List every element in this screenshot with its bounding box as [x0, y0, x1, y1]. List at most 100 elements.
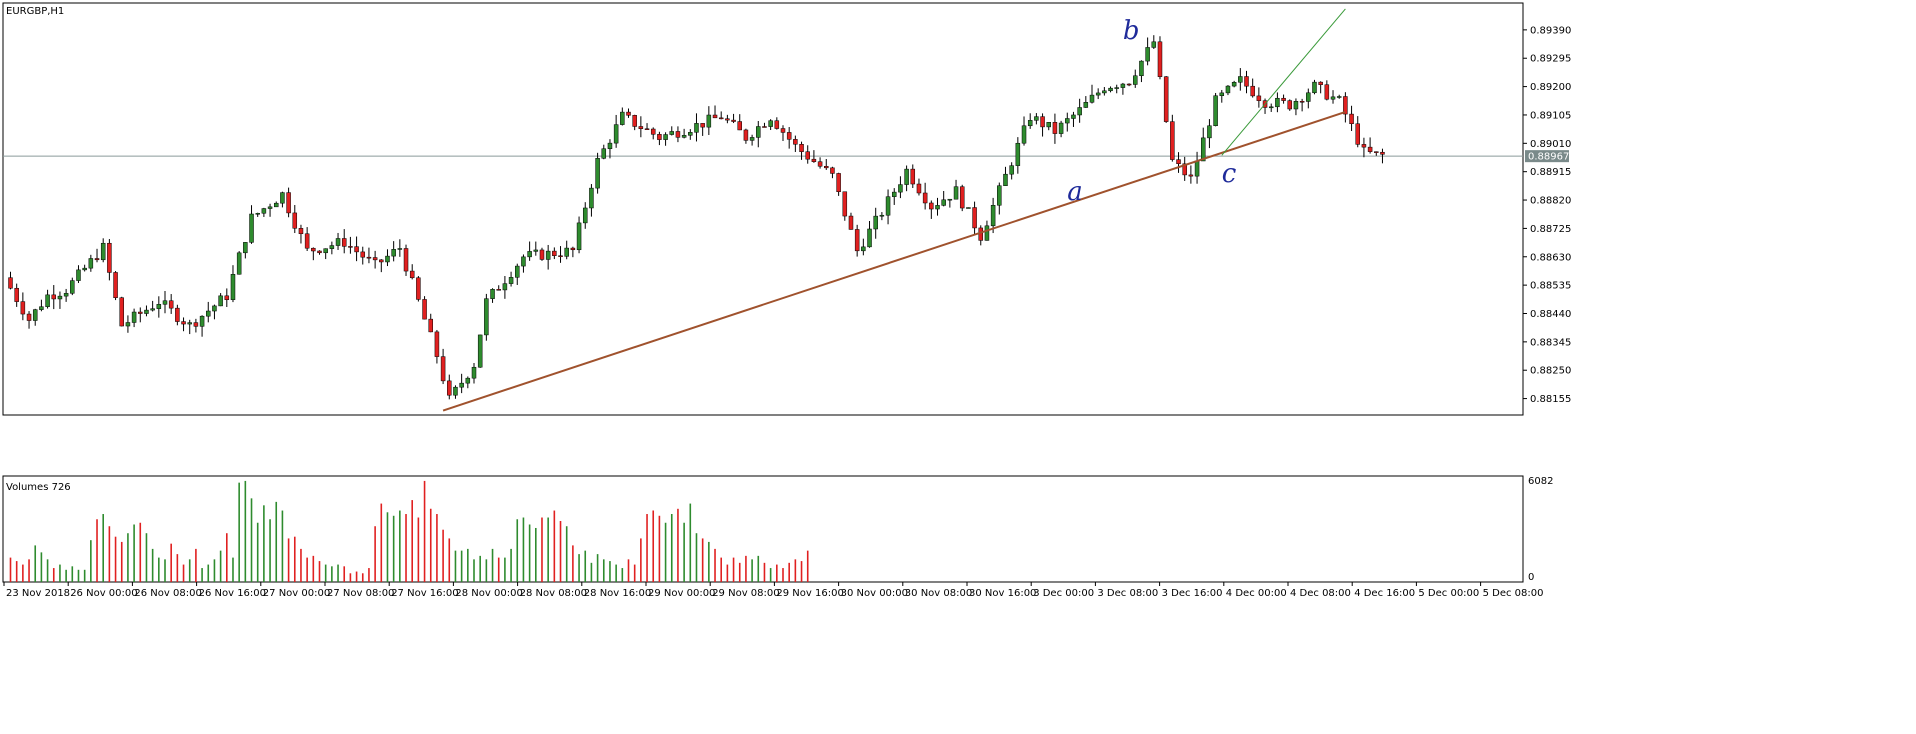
time-tick-label: 26 Nov 16:00 [199, 588, 266, 599]
candle-body [1114, 87, 1119, 89]
candle-body [935, 205, 940, 210]
candle-body [63, 293, 69, 297]
candle-body [1176, 159, 1181, 165]
time-tick-label: 4 Dec 16:00 [1354, 588, 1415, 599]
candle-body [323, 248, 328, 254]
candle-body [539, 249, 545, 260]
candle-body [218, 295, 223, 307]
volume-tick-label: 0 [1528, 572, 1534, 583]
candle-body [1040, 116, 1045, 128]
candle-body [82, 267, 87, 271]
time-tick-label: 26 Nov 08:00 [134, 588, 201, 599]
time-tick-label: 27 Nov 00:00 [263, 588, 330, 599]
candle-body [675, 131, 681, 138]
candle-body [1157, 41, 1163, 77]
candle-body [576, 222, 582, 251]
time-tick-label: 29 Nov 00:00 [648, 588, 715, 599]
candle-body [138, 311, 143, 314]
candle-body [1355, 123, 1360, 145]
candle-body [712, 114, 718, 119]
candle-body [224, 295, 230, 300]
candle-body [1238, 76, 1243, 83]
candle-body [1065, 118, 1070, 124]
candle-body [1374, 151, 1379, 153]
candle-body [879, 214, 885, 217]
candle-body [236, 252, 242, 275]
candle-body [477, 334, 483, 368]
candle-body [434, 331, 440, 357]
candle-body [731, 119, 736, 122]
candle-body [564, 247, 569, 257]
candle-body [990, 205, 996, 227]
price-panel: 0.89390 0.89295 0.89200 0.89105 0.89010 0.889… [2, 2, 1571, 416]
candle-body [978, 227, 984, 241]
candle-body [997, 185, 1002, 206]
candle-body [842, 191, 848, 217]
candle-body [824, 166, 829, 169]
candle-body [261, 208, 267, 214]
candle-body [688, 132, 693, 136]
candle-body [20, 301, 26, 315]
volume-tick-label: 6082 [1528, 476, 1553, 487]
candle-body [644, 128, 650, 130]
candle-body [1275, 97, 1280, 108]
candle-body [156, 304, 162, 309]
candle-body [1231, 82, 1237, 87]
candle-body [749, 137, 755, 141]
candle-body [533, 249, 539, 252]
candle-body [867, 228, 872, 248]
time-tick-label: 3 Dec 08:00 [1097, 588, 1158, 599]
candle-body [836, 173, 841, 192]
candle-body [14, 287, 19, 302]
candle-body [570, 247, 576, 251]
candle-body [286, 192, 291, 214]
price-tick-label: 0.88155 [1530, 394, 1571, 405]
candle-body [941, 199, 946, 206]
candle-body [1256, 95, 1262, 101]
candle-body [212, 305, 217, 312]
time-tick-label: 26 Nov 00:00 [70, 588, 137, 599]
candle-body [650, 128, 656, 135]
candle-body [1058, 122, 1064, 134]
current-price-label: 0.88967 [1528, 152, 1569, 163]
candle-body [873, 215, 878, 230]
candle-body [298, 228, 304, 235]
candle-body [354, 246, 359, 253]
candle-body [496, 289, 501, 291]
candle-body [175, 307, 180, 322]
candle-body [1015, 142, 1021, 166]
candle-body [1213, 95, 1218, 127]
candle-body [119, 297, 124, 327]
candle-body [1077, 107, 1082, 116]
candle-body [490, 289, 495, 299]
price-tick-label: 0.88440 [1530, 309, 1571, 320]
candle-body [1287, 100, 1293, 110]
candle-body [929, 202, 934, 210]
candle-body [502, 283, 508, 291]
price-tick-label: 0.89010 [1530, 139, 1571, 150]
candle-body [793, 139, 798, 145]
candle-body [613, 124, 619, 144]
candle-body [1336, 96, 1342, 98]
price-tick-label: 0.88630 [1530, 252, 1571, 263]
candle-body [657, 134, 662, 140]
candle-body [601, 148, 607, 159]
candle-body [626, 111, 631, 116]
candle-body [700, 123, 705, 128]
candle-body [88, 258, 94, 269]
candle-body [107, 242, 112, 273]
time-tick-label: 30 Nov 00:00 [841, 588, 908, 599]
candle-body [1052, 122, 1058, 134]
candle-body [100, 242, 106, 261]
candle-body [669, 131, 675, 135]
candle-body [1145, 47, 1150, 62]
price-tick-label: 0.88345 [1530, 337, 1571, 348]
candle-body [756, 126, 761, 138]
candle-body [70, 280, 75, 294]
projection-line[interactable] [1221, 8, 1346, 156]
support-trendline[interactable] [442, 111, 1346, 412]
candle-body [397, 248, 403, 250]
time-tick-label: 3 Dec 00:00 [1033, 588, 1094, 599]
candle-body [1281, 97, 1286, 101]
